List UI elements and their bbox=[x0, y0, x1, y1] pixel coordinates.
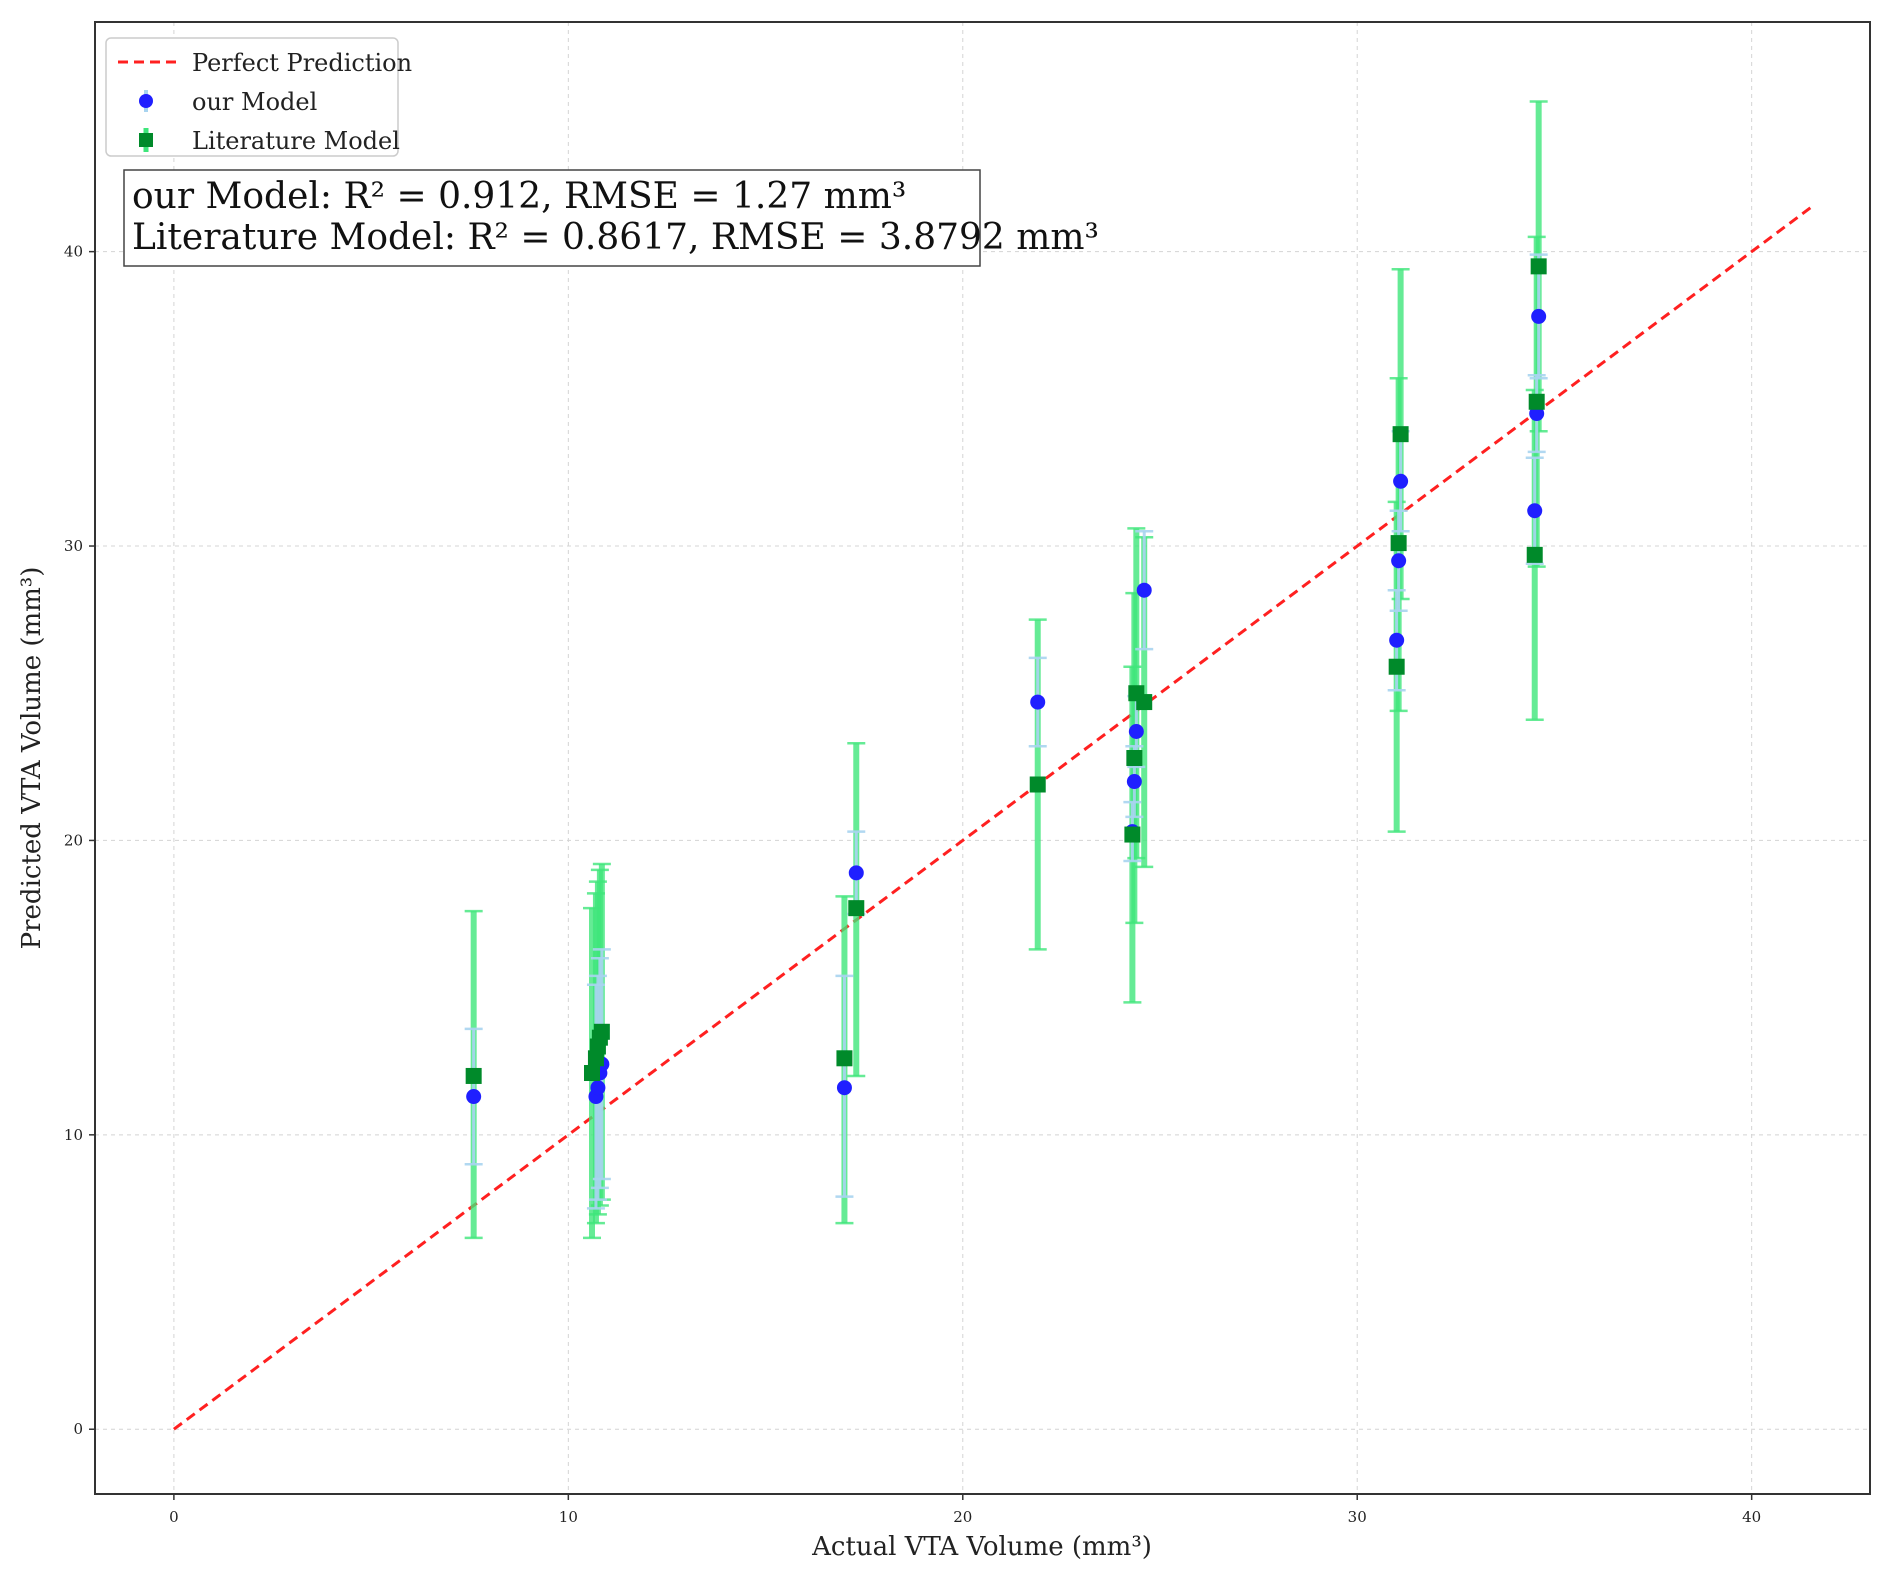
literature-model-point bbox=[1136, 694, 1153, 711]
literature-model-point bbox=[584, 1065, 600, 1082]
x-tick-label: 10 bbox=[559, 1508, 578, 1526]
our-model-point bbox=[1136, 582, 1152, 598]
literature-model-point bbox=[1124, 826, 1141, 843]
literature-model-point bbox=[1528, 393, 1545, 410]
our-model-point bbox=[848, 865, 864, 881]
literature-model-point bbox=[848, 900, 865, 917]
stats-box-frame bbox=[123, 169, 981, 267]
legend-literature-model-label: Literature Model bbox=[192, 127, 400, 155]
axis-ticks: 0 10 20 30 40 0 10 20 30 40 bbox=[64, 243, 1761, 1526]
literature-model-point bbox=[836, 1050, 853, 1067]
our-model-point bbox=[1389, 632, 1405, 648]
y-tick-label: 40 bbox=[64, 243, 83, 261]
our-model-point bbox=[1030, 694, 1046, 710]
our-model-point bbox=[1531, 308, 1547, 324]
our-model-point bbox=[590, 1080, 606, 1096]
stats-our-model: our Model: R² = 0.912, RMSE = 1.27 mm³ bbox=[132, 176, 906, 217]
stats-annotation: our Model: R² = 0.912, RMSE = 1.27 mm³ L… bbox=[123, 169, 1099, 267]
legend-box bbox=[105, 37, 399, 157]
our-model-point bbox=[1393, 473, 1409, 489]
grid-lines bbox=[95, 22, 1870, 1494]
y-tick-label: 20 bbox=[64, 831, 83, 849]
our-model-point bbox=[466, 1089, 482, 1105]
literature-model-point bbox=[465, 1067, 482, 1084]
our-model-point bbox=[1529, 406, 1545, 422]
data-points bbox=[465, 258, 1547, 1105]
literature-model-point bbox=[1388, 658, 1405, 675]
x-tick-label: 40 bbox=[1742, 1508, 1761, 1526]
legend-literature-model-marker bbox=[139, 133, 153, 147]
literature-model-point bbox=[593, 1023, 610, 1040]
x-tick-label: 20 bbox=[953, 1508, 972, 1526]
literature-model-point bbox=[1029, 776, 1046, 793]
y-tick-label: 0 bbox=[73, 1420, 83, 1438]
x-axis-label: Actual VTA Volume (mm³) bbox=[811, 1532, 1152, 1562]
our-model-point bbox=[1128, 724, 1144, 740]
y-tick-label: 10 bbox=[64, 1126, 83, 1144]
x-tick-label: 30 bbox=[1348, 1508, 1367, 1526]
literature-model-point bbox=[1390, 535, 1407, 552]
x-tick-label: 0 bbox=[169, 1508, 179, 1526]
legend-perfect-prediction-label: Perfect Prediction bbox=[192, 49, 412, 77]
our-model-point bbox=[1527, 503, 1543, 519]
our-model-point bbox=[1391, 553, 1407, 569]
legend: Perfect Prediction our Model Literature … bbox=[105, 37, 412, 157]
literature-model-point bbox=[1530, 258, 1547, 275]
literature-model-point bbox=[1126, 750, 1143, 766]
y-tick-label: 30 bbox=[64, 537, 83, 555]
legend-our-model-label: our Model bbox=[192, 88, 317, 116]
stats-literature-model: Literature Model: R² = 0.8617, RMSE = 3.… bbox=[132, 217, 1099, 258]
our-model-point bbox=[836, 1080, 852, 1096]
plot-frame bbox=[94, 21, 1871, 1495]
y-axis-label: Predicted VTA Volume (mm³) bbox=[17, 567, 47, 950]
our-model-point bbox=[1126, 774, 1142, 790]
literature-model-point bbox=[1392, 426, 1409, 443]
legend-our-model-marker bbox=[139, 94, 153, 108]
literature-model-point bbox=[1526, 546, 1543, 563]
